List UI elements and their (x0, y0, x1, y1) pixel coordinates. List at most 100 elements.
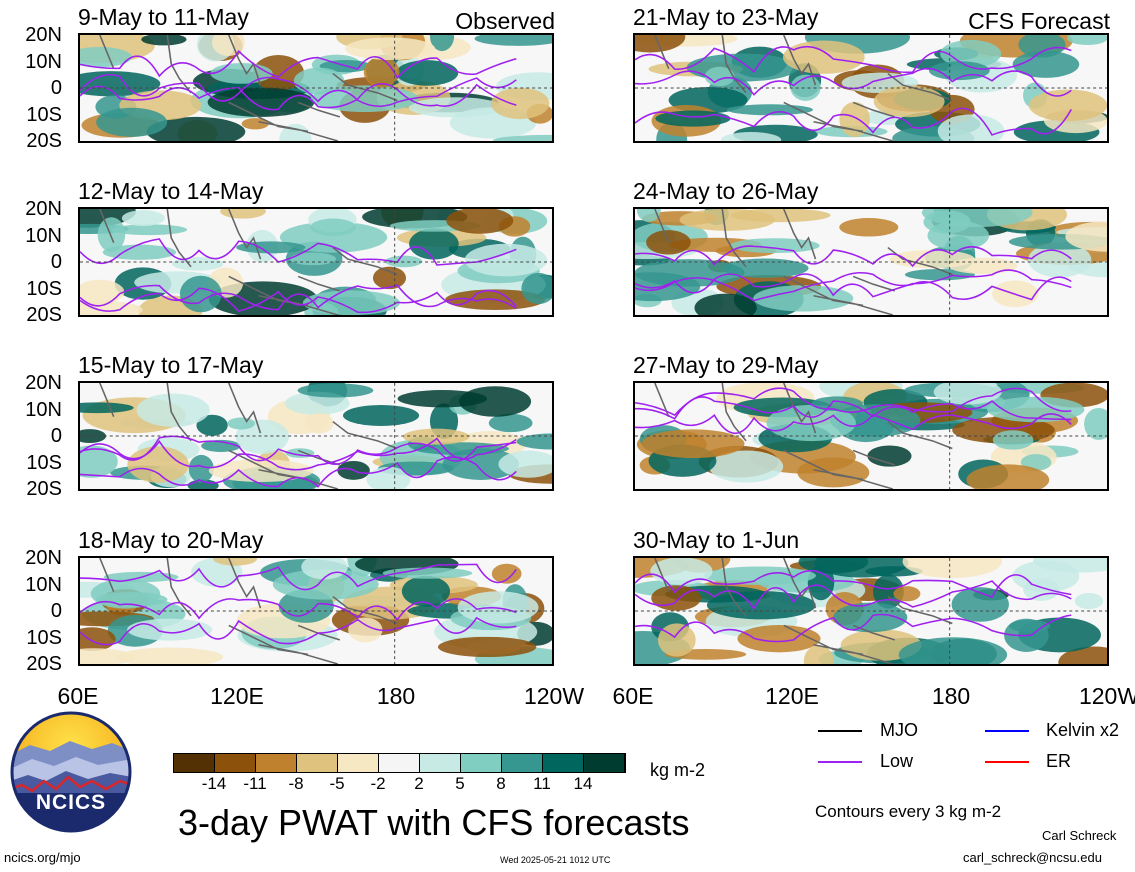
low-filter-contour (80, 616, 517, 646)
colorbar-tick-label: -11 (243, 774, 267, 793)
lat-label-10s: 10S (26, 452, 62, 474)
colorbar-tick-label: -5 (329, 774, 345, 793)
anomaly-blob (272, 569, 379, 600)
anomaly-blob (491, 563, 522, 584)
panel-title: 9-May to 11-May (78, 4, 249, 30)
anomaly-blob (348, 617, 383, 643)
anomaly-blob (940, 39, 1002, 68)
anomaly-blob (658, 623, 696, 657)
anomaly-blob (80, 279, 125, 305)
anomaly-blob (704, 566, 816, 585)
panel-title: 21-May to 23-May (633, 4, 819, 30)
coastline (654, 35, 953, 141)
anomaly-blob (1018, 35, 1066, 58)
anomaly-blob (207, 87, 315, 117)
anomaly-blob (966, 464, 1050, 489)
lon-label-60e: 60E (57, 683, 99, 709)
anomaly-blob (737, 624, 821, 653)
coastline (654, 383, 953, 489)
anomaly-blob (490, 87, 550, 120)
low-filter-contour (635, 67, 1072, 97)
anomaly-blob (127, 446, 189, 483)
pwat-anomaly-map (80, 558, 552, 664)
anomaly-blob (297, 383, 374, 398)
coastline (99, 35, 398, 141)
lat-label-20s: 20S (26, 130, 62, 152)
anomaly-blob (136, 393, 210, 427)
lat-label-eq: 0 (50, 77, 62, 99)
anomaly-blob (385, 255, 423, 268)
colorbar (173, 753, 626, 773)
anomaly-blob (493, 134, 552, 141)
low-filter-contour (635, 569, 1072, 599)
anomaly-blob (284, 391, 350, 415)
anomaly-blob (344, 37, 436, 60)
colorbar-swatch (461, 754, 502, 772)
anomaly-blob (121, 210, 165, 227)
pwat-map-panel (633, 556, 1109, 666)
panel-title: 12-May to 14-May (78, 178, 264, 204)
anomaly-blob (382, 567, 473, 579)
colorbar-tick-label: -14 (201, 774, 227, 793)
footer-author: Carl Schreck (1042, 828, 1117, 843)
coastline (99, 209, 398, 315)
lon-label-120e: 120E (765, 683, 819, 709)
anomaly-blob (437, 636, 537, 658)
lat-label-20n: 20N (25, 547, 62, 569)
panel-title: 15-May to 17-May (78, 352, 264, 378)
anomaly-blob (80, 300, 143, 315)
anomaly-blob (708, 450, 784, 483)
anomaly-blob (814, 558, 909, 578)
coastline (99, 383, 398, 489)
low-filter-contour (80, 284, 517, 311)
ncics-logo-text: NCICS (35, 791, 107, 814)
lon-label-180: 180 (931, 683, 971, 709)
anomaly-blob (289, 252, 337, 266)
pwat-map-panel (78, 381, 554, 491)
anomaly-blob (893, 586, 921, 602)
anomaly-blob (141, 35, 187, 46)
low-filter-contour (635, 613, 1072, 643)
pwat-anomaly-map (80, 209, 552, 315)
anomaly-blob (1012, 50, 1080, 78)
anomaly-blob (1028, 89, 1107, 122)
anomaly-blob (201, 439, 241, 452)
anomaly-blob (1012, 560, 1080, 593)
pwat-map-panel (633, 207, 1109, 317)
low-filter-contour (635, 272, 1072, 302)
anomaly-blob (753, 285, 854, 312)
anomaly-blob (188, 454, 214, 483)
anomaly-blob (80, 46, 132, 68)
anomaly-blob (729, 238, 820, 254)
anomaly-blob (220, 209, 266, 219)
lat-label-20n: 20N (25, 24, 62, 46)
anomaly-blob (442, 448, 519, 480)
anomaly-blob (1084, 407, 1107, 440)
colorbar-swatch (297, 754, 338, 772)
lat-label-10s: 10S (26, 627, 62, 649)
anomaly-blob (211, 35, 245, 57)
colorbar-tick-label: 5 (455, 774, 465, 793)
lat-label-20s: 20S (26, 653, 62, 675)
anomaly-blob (1074, 592, 1104, 610)
lon-label-120e: 120E (210, 683, 264, 709)
lat-label-eq: 0 (50, 251, 62, 273)
anomaly-blob (1066, 35, 1107, 46)
colorbar-swatch (174, 754, 215, 772)
anomaly-blob (342, 404, 420, 426)
colorbar-tick-label: -8 (288, 774, 304, 793)
low-filter-contour (80, 49, 517, 80)
low-filter-contour (80, 74, 517, 107)
pwat-anomaly-map (80, 383, 552, 489)
low-filter-contour (80, 598, 517, 622)
colorbar-swatch (543, 754, 584, 772)
pwat-map-panel (78, 33, 554, 143)
colorbar-swatch (584, 754, 625, 772)
anomaly-blob (80, 71, 161, 97)
colorbar-swatch (379, 754, 420, 772)
lat-label-20n: 20N (25, 372, 62, 394)
anomaly-blob (992, 430, 1034, 450)
anomaly-blob (679, 209, 776, 231)
anomaly-blob (873, 85, 945, 118)
anomaly-blob (636, 209, 661, 222)
